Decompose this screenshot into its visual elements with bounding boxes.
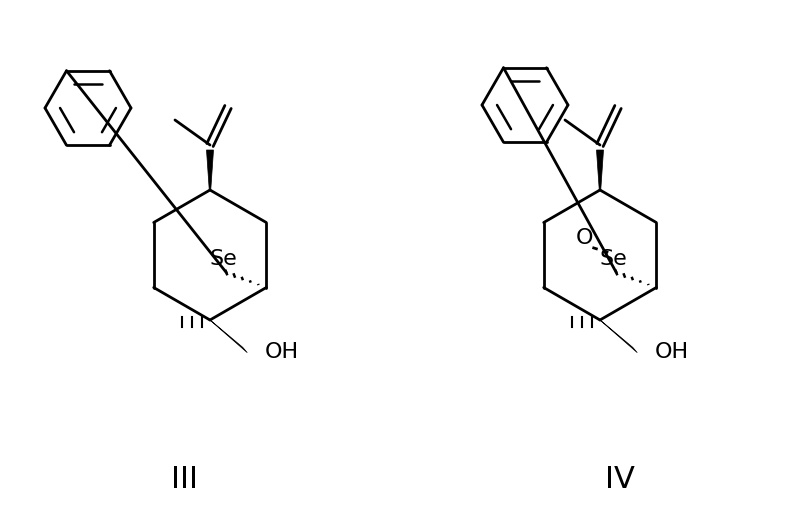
Polygon shape [206,150,213,190]
Text: O: O [575,227,593,247]
Polygon shape [597,150,604,190]
Text: III: III [172,466,198,495]
Text: OH: OH [265,342,299,362]
Polygon shape [600,319,637,353]
Text: IV: IV [605,466,635,495]
Text: OH: OH [655,342,689,362]
Text: Se: Se [209,248,237,268]
Polygon shape [209,319,247,353]
Text: Se: Se [600,248,627,268]
